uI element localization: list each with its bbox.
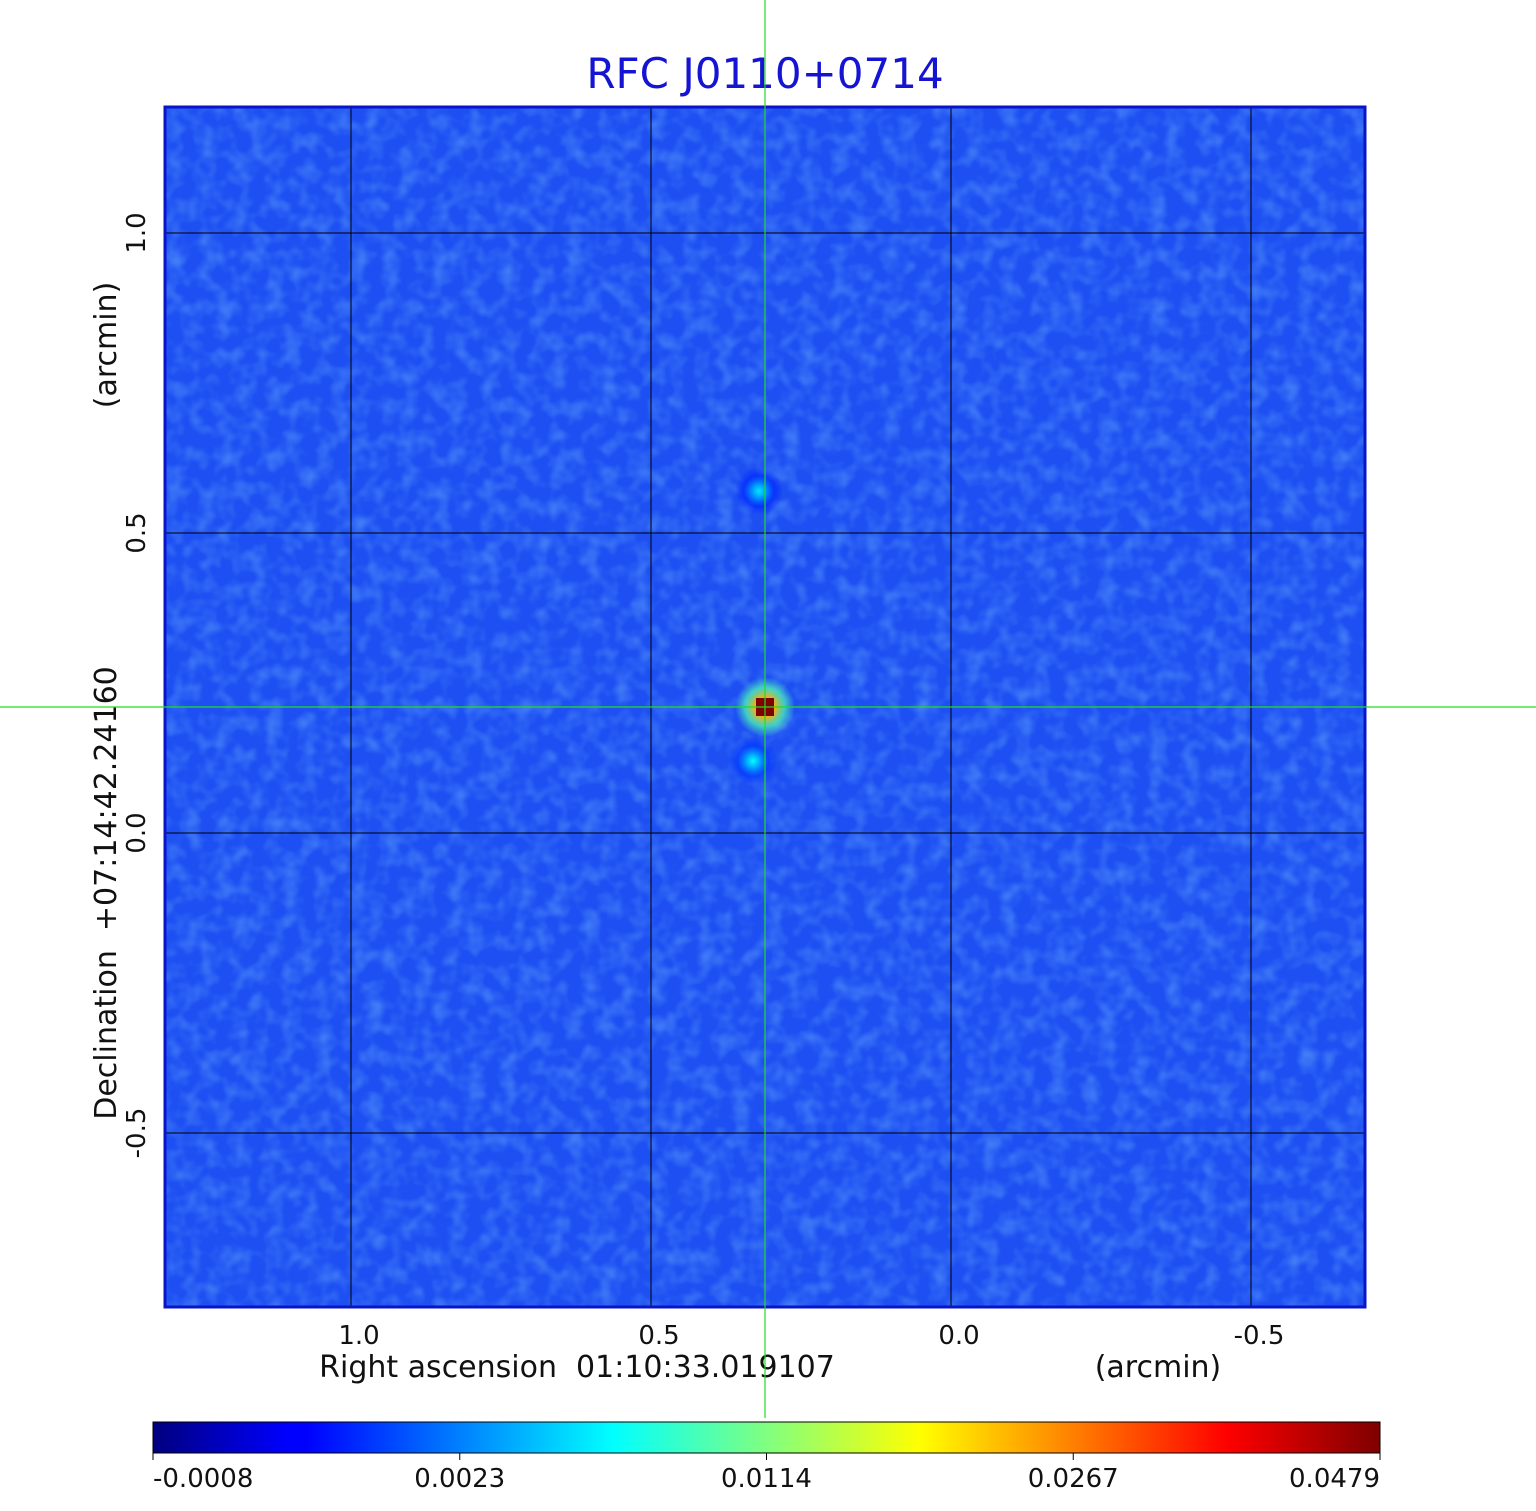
colorbar-tick-label: 0.0114 (721, 1464, 812, 1494)
source (735, 467, 783, 515)
y-tick-label: 1.0 (122, 212, 152, 253)
y-axis-unit: (arcmin) (89, 282, 124, 409)
y-axis-label: Declination +07:14:42.24160 (89, 666, 124, 1120)
colorbar-tick-label: 0.0267 (1028, 1464, 1119, 1494)
colorbar-tick-label: -0.0008 (153, 1464, 253, 1494)
x-tick-label: -0.5 (1234, 1321, 1285, 1351)
y-tick-label: 0.5 (122, 512, 152, 553)
source (729, 737, 777, 785)
colorbar-tick-label: 0.0479 (1289, 1464, 1380, 1494)
y-tick-label: -0.5 (122, 1108, 152, 1159)
y-tick-label: 0.0 (122, 812, 152, 853)
x-axis-label: Right ascension 01:10:33.019107 (319, 1350, 835, 1385)
colorbar (152, 1421, 1381, 1454)
x-tick-label: 0.5 (638, 1321, 679, 1351)
x-tick-label: 0.0 (938, 1321, 979, 1351)
colorbar-tick-label: 0.0023 (414, 1464, 505, 1494)
x-axis-unit: (arcmin) (1095, 1350, 1222, 1385)
x-tick-label: 1.0 (338, 1321, 379, 1351)
